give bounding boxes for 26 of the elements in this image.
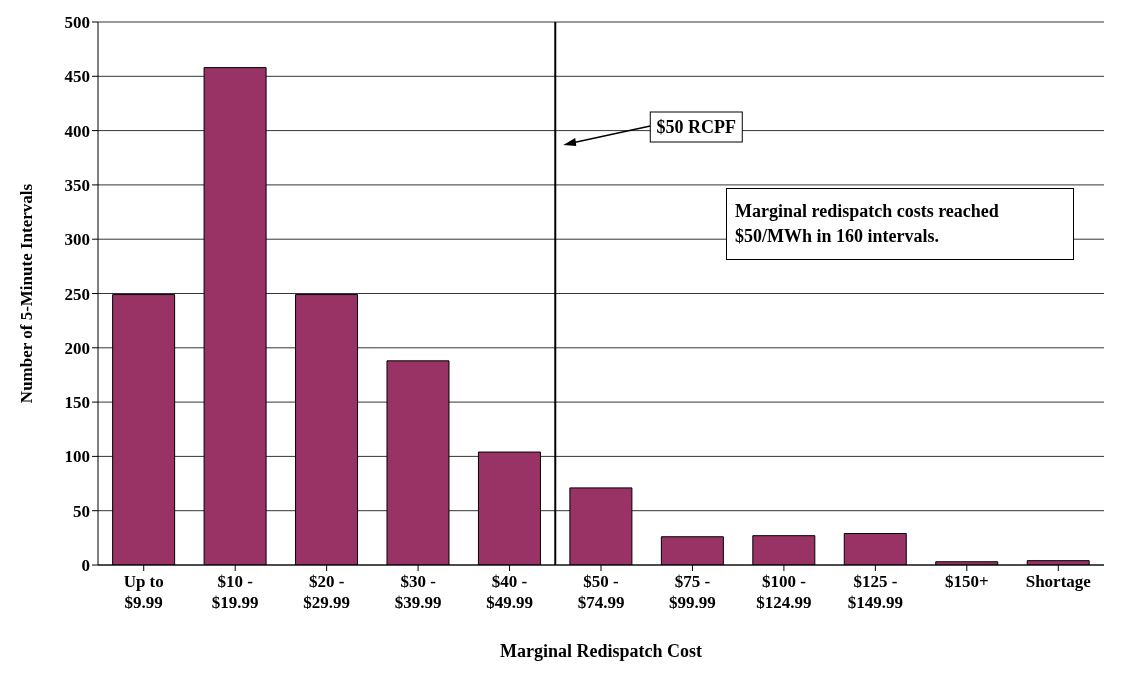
y-tick-label: 500 [64,13,90,33]
y-tick-label: 250 [64,284,90,304]
y-tick-label: 50 [73,501,90,521]
ref-line-label: $50 RCPF [656,117,737,137]
y-tick-label: 150 [64,393,90,413]
x-tick-label: $100 - $124.99 [756,572,812,612]
x-axis-title: Marginal Redispatch Cost [500,641,702,661]
y-tick-label: 350 [64,175,90,195]
x-tick-label: $150+ [944,572,989,591]
x-tick-label: $75 - $99.99 [669,572,716,612]
note-box: Marginal redispatch costs reached $50/MWh in 160 intervals. [726,188,1074,260]
x-tick-label: Up to $9.99 [123,572,164,612]
y-tick-label: 450 [64,67,90,87]
y-axis-title: Number of 5-Minute Intervals [17,183,37,404]
x-tick-label: $10 - $19.99 [211,572,259,612]
y-tick-label: 100 [64,447,90,467]
x-tick-label: $20 - $29.99 [303,572,351,612]
y-tick-label: 300 [64,230,90,250]
y-tick-label: 400 [64,121,90,141]
x-tick-label: $30 - $39.99 [394,572,442,612]
x-tick-label: Shortage [1025,572,1092,591]
y-tick-label: 0 [81,556,90,576]
x-tick-label: $40 - $49.99 [486,572,533,612]
x-tick-label: $125 - $149.99 [847,572,903,612]
y-tick-label: 200 [64,338,90,358]
x-tick-label: $50 - $74.99 [577,572,625,612]
